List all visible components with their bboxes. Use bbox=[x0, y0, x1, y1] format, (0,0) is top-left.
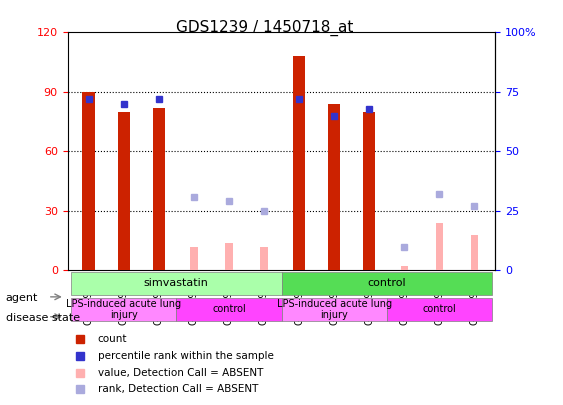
Bar bbox=[363, 112, 376, 271]
Text: percentile rank within the sample: percentile rank within the sample bbox=[97, 351, 274, 361]
FancyBboxPatch shape bbox=[387, 298, 492, 321]
Text: count: count bbox=[97, 334, 127, 344]
Bar bbox=[436, 223, 443, 271]
Text: LPS-induced acute lung
injury: LPS-induced acute lung injury bbox=[66, 299, 181, 320]
Bar bbox=[471, 235, 478, 271]
FancyBboxPatch shape bbox=[71, 298, 176, 321]
Text: control: control bbox=[422, 305, 456, 315]
Text: LPS-induced acute lung
injury: LPS-induced acute lung injury bbox=[276, 299, 392, 320]
FancyBboxPatch shape bbox=[282, 272, 492, 295]
Text: GDS1239 / 1450718_at: GDS1239 / 1450718_at bbox=[176, 20, 354, 36]
Text: value, Detection Call = ABSENT: value, Detection Call = ABSENT bbox=[97, 368, 263, 378]
Text: rank, Detection Call = ABSENT: rank, Detection Call = ABSENT bbox=[97, 384, 258, 394]
FancyBboxPatch shape bbox=[282, 298, 387, 321]
Text: control: control bbox=[212, 305, 246, 315]
Bar bbox=[225, 243, 233, 271]
Bar bbox=[82, 92, 95, 271]
Text: agent: agent bbox=[6, 293, 38, 303]
Bar bbox=[328, 104, 340, 271]
Text: simvastatin: simvastatin bbox=[144, 279, 209, 288]
Bar bbox=[293, 56, 305, 271]
Bar bbox=[118, 112, 130, 271]
Bar bbox=[190, 247, 198, 271]
Bar bbox=[260, 247, 267, 271]
FancyBboxPatch shape bbox=[71, 272, 282, 295]
Bar bbox=[153, 108, 165, 271]
Text: control: control bbox=[368, 279, 406, 288]
Bar bbox=[400, 266, 408, 271]
FancyBboxPatch shape bbox=[176, 298, 282, 321]
Text: disease state: disease state bbox=[6, 313, 80, 323]
